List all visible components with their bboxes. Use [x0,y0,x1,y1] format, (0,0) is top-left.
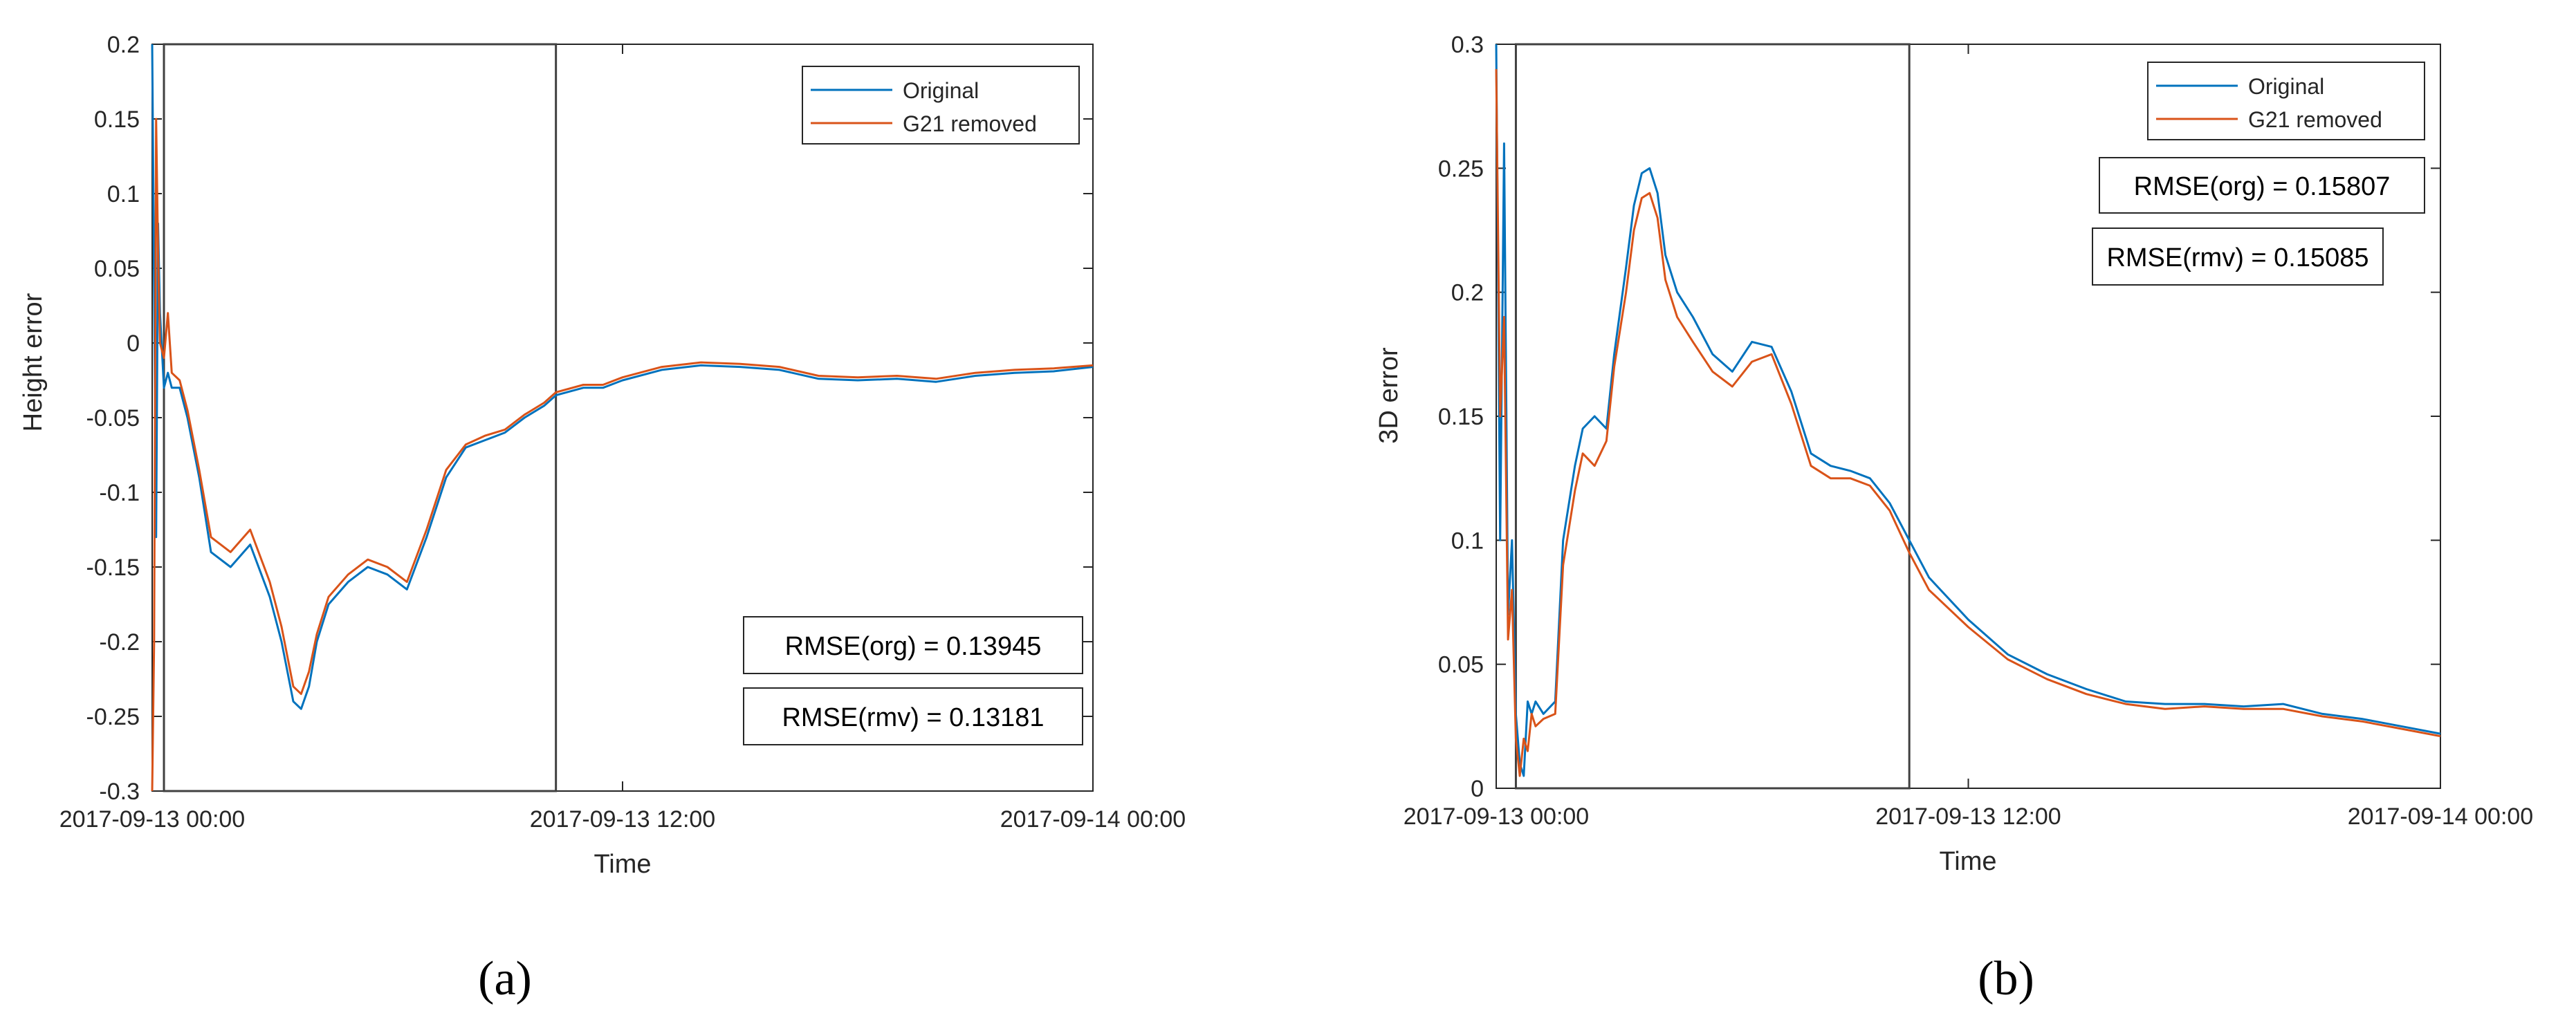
rmse-rmv-label-a: RMSE(rmv) = 0.13181 [782,703,1044,732]
rmse-org-label-b: RMSE(org) = 0.15807 [2134,172,2391,201]
panel-label-b: (b) [1978,952,2034,1005]
series-line-original-b [1495,44,2441,777]
x-tick-label-a-1: 2017-09-13 12:00 [530,806,715,833]
x-tick-label-b-1: 2017-09-13 12:00 [1875,803,2061,830]
y-tick-label-b-1: 0.05 [1438,652,1484,678]
y-tick-label-b-4: 0.2 [1451,280,1484,306]
x-tick-label-b-2: 2017-09-14 00:00 [2348,803,2533,830]
rmse-org-box-a [743,616,1083,674]
legend-label-original-a: Original [903,78,979,103]
x-axis-label-a: Time [594,850,651,879]
y-tick-label-a-3: -0.15 [86,555,140,581]
y-tick-label-b-3: 0.15 [1438,404,1484,430]
y-tick-label-a-2: -0.2 [99,629,140,656]
highlight-window-b [1514,43,1911,790]
rmse-org-label-a: RMSE(org) = 0.13945 [785,632,1042,661]
rmse-rmv-box-b [2092,227,2384,286]
y-tick-label-a-4: -0.1 [99,480,140,506]
x-tick-label-b-0: 2017-09-13 00:00 [1404,803,1589,830]
series-line-removed-b [1495,68,2441,777]
y-tick-label-b-2: 0.1 [1451,528,1484,554]
y-tick-label-a-1: -0.25 [86,704,140,730]
y-tick-label-a-8: 0.1 [107,181,140,207]
y-tick-label-a-5: -0.05 [86,405,140,431]
legend-b [2147,62,2425,140]
rmse-org-box-b [2099,157,2425,214]
plot-frame-b [1496,44,2441,789]
y-tick-label-a-7: 0.05 [94,256,140,282]
series-line-removed-a [151,118,1094,792]
legend-label-removed-a: G21 removed [903,111,1037,136]
y-tick-label-a-6: 0 [127,331,140,357]
highlight-window-a [163,43,558,792]
legend-a [802,66,1080,145]
y-axis-label-b: 3D error [1374,347,1404,444]
y-tick-label-b-5: 0.25 [1438,156,1484,182]
y-axis-label-a: Height error [19,292,48,431]
x-axis-label-b: Time [1939,847,1996,876]
legend-label-removed-b: G21 removed [2248,107,2382,132]
rmse-rmv-box-a [743,687,1083,745]
series-lines-b [1495,44,2441,777]
chart-panel-a: -0.3 -0.25 -0.2 -0.15 -0.1 -0.05 0 0.05 0.1 0.15 0… [19,32,1186,1005]
y-tick-label-a-0: -0.3 [99,779,140,805]
y-tick-label-a-9: 0.15 [94,106,140,133]
legend-label-original-b: Original [2248,74,2324,99]
x-tick-label-a-0: 2017-09-13 00:00 [59,806,245,833]
series-lines-a [151,44,1094,792]
x-tick-label-a-2: 2017-09-14 00:00 [1000,806,1186,833]
panel-label-a: (a) [478,952,532,1005]
series-line-original-a [151,44,1094,710]
rmse-rmv-label-b: RMSE(rmv) = 0.15085 [2106,243,2368,272]
y-tick-label-a-10: 0.2 [107,32,140,58]
chart-panel-b: 0 0.05 0.1 0.15 0.2 0.25 0.3 2017-09-13 00:00 20… [1374,32,2533,1005]
axes-a: -0.3 -0.25 -0.2 -0.15 -0.1 -0.05 0 0.05 0.1 0.15 0… [59,32,1186,833]
plot-frame-a [151,44,1094,792]
y-tick-label-b-6: 0.3 [1451,32,1484,58]
axes-b: 0 0.05 0.1 0.15 0.2 0.25 0.3 2017-09-13 00:00 20… [1404,32,2533,830]
y-tick-label-b-0: 0 [1471,776,1484,802]
